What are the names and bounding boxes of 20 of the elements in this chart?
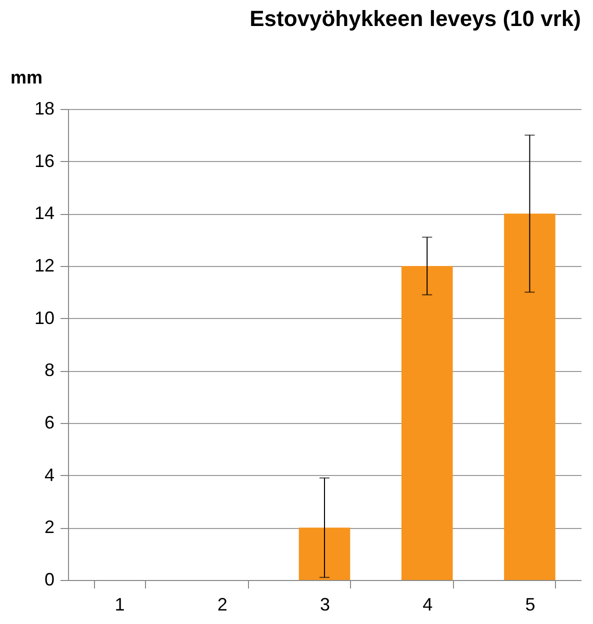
bar <box>298 528 350 580</box>
y-tick-label: 16 <box>34 150 54 171</box>
y-tick-label: 6 <box>44 412 54 432</box>
y-tick-label: 12 <box>34 256 54 276</box>
bar <box>504 214 556 580</box>
chart-title: Estovyöhykkeen leveys (10 vrk) <box>250 6 581 31</box>
x-tick-label: 4 <box>422 594 433 614</box>
x-tick-label: 3 <box>320 594 330 614</box>
bar <box>401 266 453 580</box>
y-tick-label: 10 <box>34 308 54 328</box>
y-tick-label: 2 <box>44 517 54 538</box>
y-tick-label: 8 <box>44 360 54 380</box>
y-tick-label: 4 <box>44 464 54 485</box>
y-axis-title: mm <box>10 68 43 88</box>
x-tick-label: 5 <box>525 594 536 614</box>
y-tick-label: 0 <box>44 570 54 590</box>
x-tick-label: 1 <box>114 594 125 614</box>
y-tick-label: 14 <box>34 203 54 224</box>
x-tick-label: 2 <box>217 594 228 614</box>
y-tick-label: 18 <box>34 98 54 118</box>
